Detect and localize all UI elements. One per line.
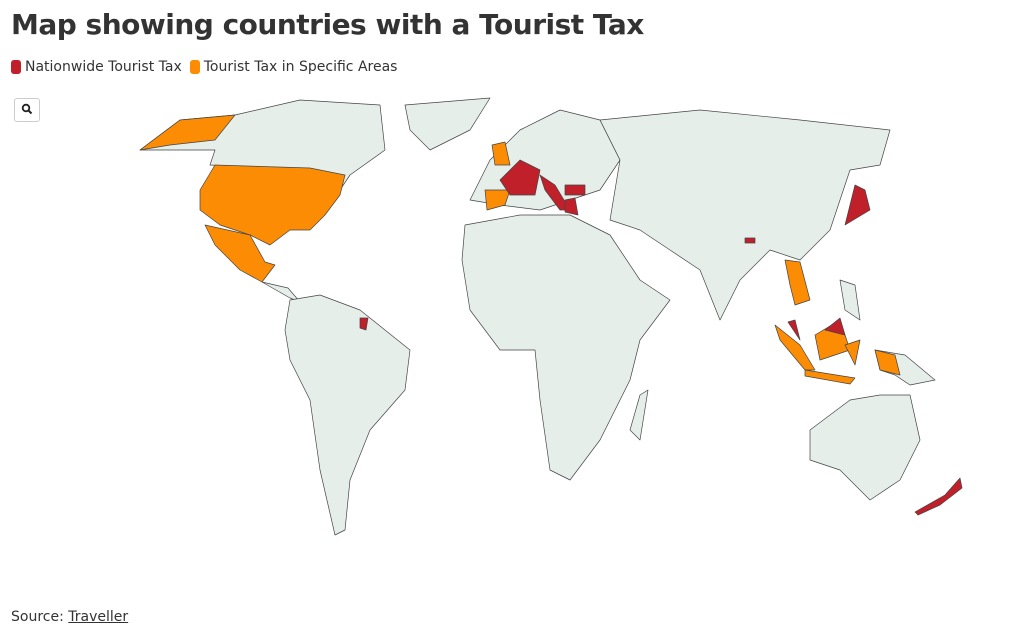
region [804,369,856,385]
search-icon [21,103,33,114]
search-button[interactable] [14,98,40,122]
region [874,349,901,376]
source-link[interactable]: Traveller [68,609,129,625]
landmass [809,394,921,501]
legend-swatch [11,60,21,74]
region [844,339,861,366]
region [139,114,236,151]
legend: Nationwide Tourist Tax Tourist Tax in Spe… [11,59,397,75]
region [914,477,963,516]
legend-item: Nationwide Tourist Tax [11,59,182,75]
region [564,197,579,216]
region [774,324,816,371]
landmass [404,97,491,151]
region [784,259,811,306]
source: Source: Traveller [11,609,128,625]
region [787,319,801,341]
region [824,317,846,336]
landmass [599,109,891,321]
landmass [839,279,861,321]
map-title: Map showing countries with a Tourist Tax [11,8,644,41]
legend-label: Tourist Tax in Specific Areas [203,59,398,75]
region [204,224,276,283]
landmass [284,294,411,536]
land [139,97,936,536]
region [564,184,586,196]
legend-swatch [189,60,200,74]
region [199,164,346,246]
legend-label: Nationwide Tourist Tax [25,59,182,75]
landmass [461,214,671,481]
specific-area-regions [139,114,901,385]
region [484,189,511,211]
source-prefix: Source: [11,609,64,625]
region [499,159,541,196]
region [844,184,871,226]
legend-item: Tourist Tax in Specific Areas [189,59,398,75]
landmass [629,389,649,441]
nationwide-regions [359,159,963,516]
world-map [139,97,963,536]
region [744,237,756,244]
region [491,141,511,166]
region [359,317,369,331]
